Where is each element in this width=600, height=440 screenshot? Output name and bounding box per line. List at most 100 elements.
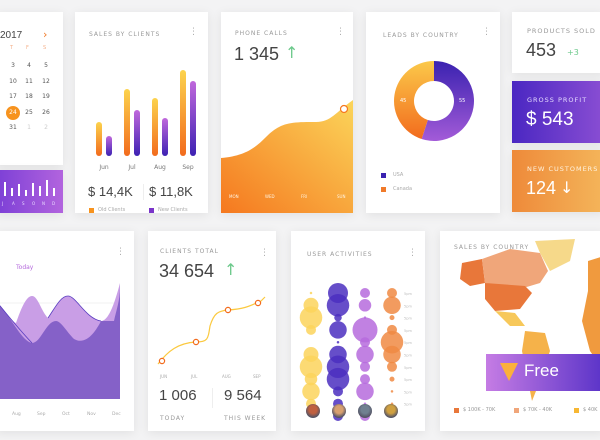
mini-bar-label: N — [42, 201, 45, 206]
bar-chart: Jun Jul Aug Sep — [96, 70, 196, 171]
area-series-main — [0, 287, 120, 431]
card-title: SALES BY COUNTRY — [454, 244, 530, 251]
calendar-day[interactable]: 19 — [42, 93, 50, 100]
card-title: USER ACTIVITIES — [307, 251, 373, 258]
week-label: THIS WEEK — [224, 415, 267, 422]
activity-bubble — [356, 382, 374, 401]
more-icon[interactable]: ⋮ — [260, 248, 269, 258]
mini-bar-label: D — [52, 201, 56, 206]
today-value: 1 006 — [159, 387, 197, 404]
data-point — [158, 357, 166, 365]
calendar-card: 2017 › T F S 3 4 5 10 11 12 17 18 19 24 25 26 31 1 2 — [0, 12, 63, 165]
calendar-day[interactable]: 2 — [44, 124, 48, 131]
user-activities-card: USER ACTIVITIES ⋮ 5pm 5pm 5pm 5pm 5pm 5pm 5pm 5… — [291, 231, 425, 431]
slice-canada — [394, 61, 434, 140]
calendar-day[interactable]: 26 — [42, 108, 50, 116]
legend-label: $ 70K - 40K — [523, 407, 553, 413]
bubble-chart: 5pm 5pm 5pm 5pm 5pm 5pm 5pm 5pm 5pm 5pm — [299, 283, 412, 421]
sales-by-clients-card: SALES BY CLIENTS ⋮ Jun Jul Aug Sep $ 14,4K … — [75, 12, 208, 213]
calendar-day[interactable]: 3 — [11, 62, 15, 69]
free-banner[interactable]: Free — [486, 354, 600, 391]
weekday-label: S — [43, 45, 47, 51]
calendar-day[interactable]: 11 — [25, 77, 33, 85]
canada-slice-label: 45 — [400, 98, 407, 104]
phone-calls-value: 1 345 — [234, 44, 280, 64]
data-point — [224, 306, 232, 314]
time-label: 5pm — [404, 354, 412, 358]
mini-bar-label: J — [2, 201, 4, 206]
calendar-day[interactable]: 18 — [25, 93, 33, 100]
activity-bubble — [352, 317, 378, 343]
calendar-day[interactable]: 12 — [42, 77, 50, 85]
mini-bar — [25, 190, 27, 196]
month-label: Jun — [98, 164, 109, 171]
activity-bubble — [333, 386, 343, 397]
calendar-day[interactable]: 1 — [27, 124, 31, 131]
new-clients-total: $ 11,8K — [149, 184, 193, 199]
month-label: Oct — [62, 412, 70, 417]
region-greenland — [535, 239, 575, 271]
user-avatar[interactable] — [332, 404, 346, 418]
bar-old-clients — [96, 122, 102, 156]
user-avatar[interactable] — [306, 404, 320, 418]
more-icon[interactable]: ⋮ — [408, 248, 417, 258]
new-customers-card: NEW CUSTOMERS 124 ↓ — [512, 150, 600, 212]
day-label: FRI — [301, 194, 308, 199]
time-label: 5pm — [404, 378, 412, 382]
activity-bubble — [309, 291, 313, 295]
day-label: SUN — [337, 194, 346, 199]
calendar-day[interactable]: 5 — [44, 62, 48, 69]
activity-bubble — [383, 345, 401, 364]
gross-value: $ 543 — [526, 109, 574, 130]
activity-bubble — [329, 321, 347, 339]
slice-usa — [421, 61, 474, 141]
month-label: AUG — [222, 374, 231, 379]
mini-bar — [32, 183, 34, 196]
chevron-right-icon[interactable]: › — [43, 28, 48, 41]
more-icon[interactable]: ⋮ — [189, 27, 198, 37]
activity-bubble — [383, 296, 401, 315]
month-label: SEP — [253, 374, 261, 379]
card-title: PHONE CALLS — [235, 30, 288, 37]
more-icon[interactable]: ⋮ — [482, 27, 491, 37]
activity-bubble — [304, 372, 318, 386]
old-clients-total: $ 14,4K — [88, 184, 133, 199]
card-title: NEW CUSTOMERS — [527, 165, 599, 173]
more-icon[interactable]: ⋮ — [116, 247, 125, 257]
calendar-day[interactable]: 25 — [25, 108, 33, 116]
mini-bar — [18, 184, 20, 196]
calendar-day[interactable]: 4 — [27, 62, 31, 69]
sales-by-country-card: SALES BY COUNTRY Free $ 100K - 70K $ 70K … — [440, 231, 600, 431]
data-point — [192, 338, 200, 346]
time-label: 5pm — [404, 366, 412, 370]
mini-bar — [53, 188, 55, 196]
legend-old-swatch — [89, 208, 94, 213]
bar-new-clients — [190, 81, 196, 156]
month-label: Sep — [37, 412, 46, 417]
user-avatar[interactable] — [384, 404, 398, 418]
activity-bubble — [356, 345, 374, 364]
time-label: 5pm — [404, 341, 412, 345]
legend-usa-label: USA — [393, 172, 404, 178]
legend-label: $ 40K — [583, 407, 598, 413]
time-label: 5pm — [404, 292, 412, 296]
calendar-day[interactable]: 31 — [9, 124, 17, 131]
card-title: SALES BY CLIENTS — [89, 31, 161, 38]
legend-swatch — [514, 408, 519, 413]
user-avatar[interactable] — [358, 404, 372, 418]
time-label: 5pm — [404, 304, 412, 308]
more-icon[interactable]: ⋮ — [336, 27, 345, 37]
calendar-day-selected[interactable]: 24 — [6, 105, 20, 120]
legend-new-swatch — [149, 208, 154, 213]
calendar-day[interactable]: 17 — [9, 93, 17, 100]
month-label: Aug — [154, 164, 166, 171]
region-mexico — [495, 311, 525, 326]
activity-bubble — [334, 313, 342, 322]
calendar-day[interactable]: 10 — [9, 77, 17, 85]
bar-old-clients — [124, 89, 130, 156]
line-series — [157, 296, 266, 365]
phone-calls-card: PHONE CALLS ⋮ 1 345 ↑ MON WED FRI SUN — [221, 12, 353, 213]
products-sold-card: PRODUCTS SOLD 453 +3 — [512, 12, 600, 73]
area-series — [221, 100, 353, 213]
